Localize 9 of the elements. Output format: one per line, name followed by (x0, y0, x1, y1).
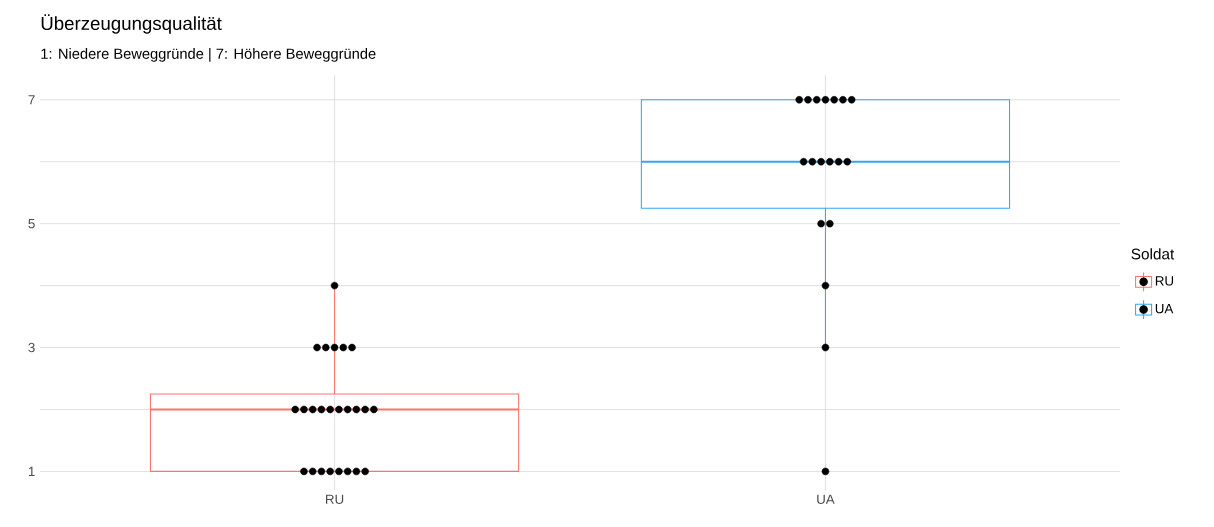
y-tick-label: 5 (28, 218, 35, 229)
chart-title: Überzeugungsqualität (41, 14, 222, 34)
y-tick-label: 1 (28, 466, 35, 476)
chart-subtitle: 1: Niedere Beweggründe | 7: Höhere Beweggründe (41, 48, 376, 62)
legend-label: RU (1155, 276, 1174, 286)
y-tick-label: 3 (28, 342, 35, 353)
y-tick-label: 7 (28, 95, 35, 105)
legend-label: UA (1155, 303, 1174, 314)
legend-title: Soldat (1131, 248, 1175, 260)
